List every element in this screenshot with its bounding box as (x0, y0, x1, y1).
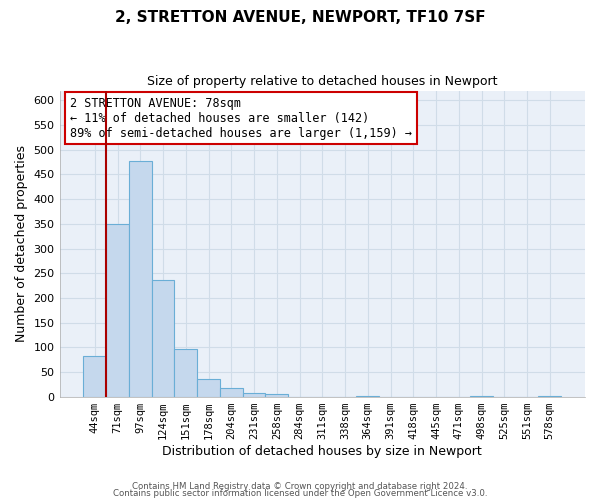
Text: 2 STRETTON AVENUE: 78sqm
← 11% of detached houses are smaller (142)
89% of semi-: 2 STRETTON AVENUE: 78sqm ← 11% of detach… (70, 96, 412, 140)
Text: Contains HM Land Registry data © Crown copyright and database right 2024.: Contains HM Land Registry data © Crown c… (132, 482, 468, 491)
Bar (152, 280, 175, 396)
Text: Contains public sector information licensed under the Open Government Licence v3: Contains public sector information licen… (113, 489, 487, 498)
Bar (106, 224, 129, 396)
Bar (197, 380, 220, 396)
Bar (265, 394, 288, 396)
Text: 2, STRETTON AVENUE, NEWPORT, TF10 7SF: 2, STRETTON AVENUE, NEWPORT, TF10 7SF (115, 10, 485, 25)
X-axis label: Distribution of detached houses by size in Newport: Distribution of detached houses by size … (163, 444, 482, 458)
Bar (129, 160, 152, 396)
Y-axis label: Number of detached properties: Number of detached properties (15, 145, 28, 342)
Bar (220, 388, 242, 396)
Bar (242, 393, 265, 396)
Bar (175, 348, 197, 397)
Title: Size of property relative to detached houses in Newport: Size of property relative to detached ho… (147, 75, 497, 88)
Bar (83, 356, 106, 397)
